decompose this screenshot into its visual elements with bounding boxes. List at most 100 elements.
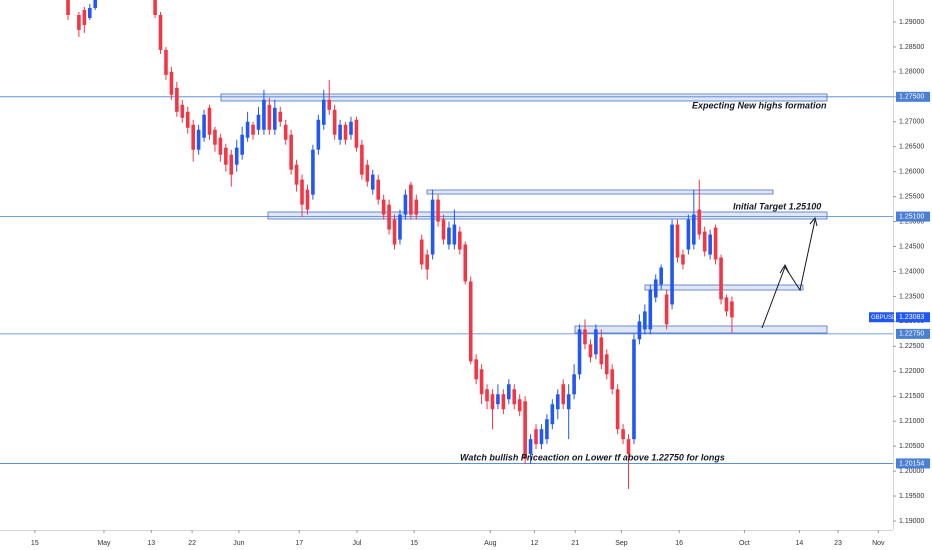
candle-body bbox=[398, 214, 402, 240]
y-tick-label: 1.27000 bbox=[899, 119, 924, 126]
candle-body bbox=[523, 401, 527, 460]
y-tick-label: 1.19000 bbox=[899, 518, 924, 525]
y-tick-label: 1.23500 bbox=[899, 293, 924, 300]
candle-body bbox=[316, 119, 321, 150]
target-zone bbox=[267, 211, 828, 220]
candle-body bbox=[191, 124, 195, 150]
x-tick-label: Nov bbox=[872, 540, 885, 547]
candle-body bbox=[686, 219, 691, 250]
candle-body bbox=[458, 231, 462, 250]
x-tick-label: Jun bbox=[233, 540, 244, 547]
candle-body bbox=[632, 339, 636, 440]
y-tick-label: 1.22500 bbox=[899, 343, 924, 350]
level-label-box bbox=[896, 211, 930, 222]
y-tick-label: 1.29000 bbox=[899, 19, 924, 26]
candle-body bbox=[496, 394, 500, 405]
candle-body bbox=[599, 337, 604, 365]
candle-body bbox=[702, 231, 707, 252]
candle-body bbox=[648, 289, 653, 330]
y-tick-label: 1.20000 bbox=[899, 468, 924, 475]
candle-body bbox=[164, 49, 168, 75]
candle-body bbox=[376, 179, 381, 200]
candle-body bbox=[414, 199, 419, 215]
candle-body bbox=[370, 174, 375, 190]
candle-body bbox=[539, 429, 544, 445]
x-tick-label: Sep bbox=[615, 540, 628, 547]
level-label-box bbox=[896, 91, 930, 102]
candle-body bbox=[485, 389, 489, 402]
candle-body bbox=[175, 87, 179, 112]
x-tick-label: 14 bbox=[796, 540, 804, 547]
candle-body bbox=[321, 99, 326, 125]
candle-body bbox=[419, 239, 424, 265]
candle-body bbox=[594, 329, 598, 355]
y-tick-label: 1.19500 bbox=[899, 493, 924, 500]
candle-body bbox=[653, 279, 658, 298]
candle-body bbox=[425, 254, 429, 270]
y-tick-label: 1.26000 bbox=[899, 169, 924, 176]
level-label: 1.25100 bbox=[899, 213, 924, 220]
candle-body bbox=[447, 227, 451, 245]
candle-body bbox=[507, 384, 511, 400]
candle-body bbox=[430, 199, 435, 255]
candle-body bbox=[664, 294, 669, 325]
candle-body bbox=[294, 164, 299, 185]
candle-body bbox=[153, 0, 157, 15]
candle-body bbox=[256, 114, 261, 130]
projection-arrow bbox=[761, 219, 816, 329]
candle-body bbox=[643, 311, 647, 330]
candle-body bbox=[234, 147, 239, 165]
y-tick-label: 1.28000 bbox=[899, 69, 924, 76]
x-tick-label: 23 bbox=[834, 540, 842, 547]
y-tick-label: 1.20500 bbox=[899, 443, 924, 450]
candle-body bbox=[490, 394, 495, 410]
candle-body bbox=[354, 119, 359, 148]
y-tick-label: 1.26500 bbox=[899, 144, 924, 151]
resistance-zone bbox=[220, 93, 828, 102]
candle-body bbox=[692, 214, 696, 245]
annotation: Expecting New highs formation bbox=[692, 100, 827, 110]
candle-body bbox=[305, 189, 310, 210]
candle-body bbox=[180, 104, 185, 118]
candle-body bbox=[403, 194, 408, 215]
candle-body bbox=[588, 344, 593, 358]
level-label: 1.27500 bbox=[899, 94, 924, 101]
candle-body bbox=[251, 124, 255, 135]
candle-body bbox=[626, 439, 631, 455]
candle-body bbox=[229, 154, 234, 175]
candle-body bbox=[670, 224, 674, 305]
x-tick-label: 15 bbox=[410, 540, 418, 547]
symbol-label: GBPUSD bbox=[871, 315, 897, 321]
candle-body bbox=[659, 267, 663, 285]
candle-body bbox=[77, 14, 81, 30]
y-tick-label: 1.21000 bbox=[899, 418, 924, 425]
candle-body bbox=[332, 109, 337, 135]
candle-body bbox=[468, 281, 473, 362]
candle-body bbox=[474, 359, 478, 380]
candle-body bbox=[583, 329, 587, 345]
candle-body bbox=[555, 394, 560, 410]
candle-body bbox=[240, 134, 244, 155]
candle-body bbox=[213, 129, 217, 145]
y-tick-label: 1.21500 bbox=[899, 393, 924, 400]
candle-body bbox=[730, 301, 734, 318]
x-tick-label: May bbox=[97, 540, 111, 547]
candle-body bbox=[392, 219, 397, 245]
candle-body bbox=[463, 244, 468, 282]
candle-body bbox=[158, 14, 163, 50]
mid-zone bbox=[644, 284, 804, 291]
candle-body bbox=[550, 404, 555, 425]
candle-body bbox=[381, 199, 386, 215]
level-label: 1.22750 bbox=[899, 331, 924, 338]
candle-body bbox=[338, 124, 342, 140]
candle-body bbox=[479, 369, 484, 395]
x-tick-label: 13 bbox=[147, 540, 155, 547]
candle-body bbox=[637, 321, 642, 340]
candle-body bbox=[262, 99, 266, 130]
x-tick-label: Jul bbox=[353, 540, 362, 547]
y-tick-label: 1.28500 bbox=[899, 44, 924, 51]
candle-body bbox=[604, 354, 609, 375]
arrow-head bbox=[779, 263, 790, 274]
candles bbox=[66, 0, 734, 490]
